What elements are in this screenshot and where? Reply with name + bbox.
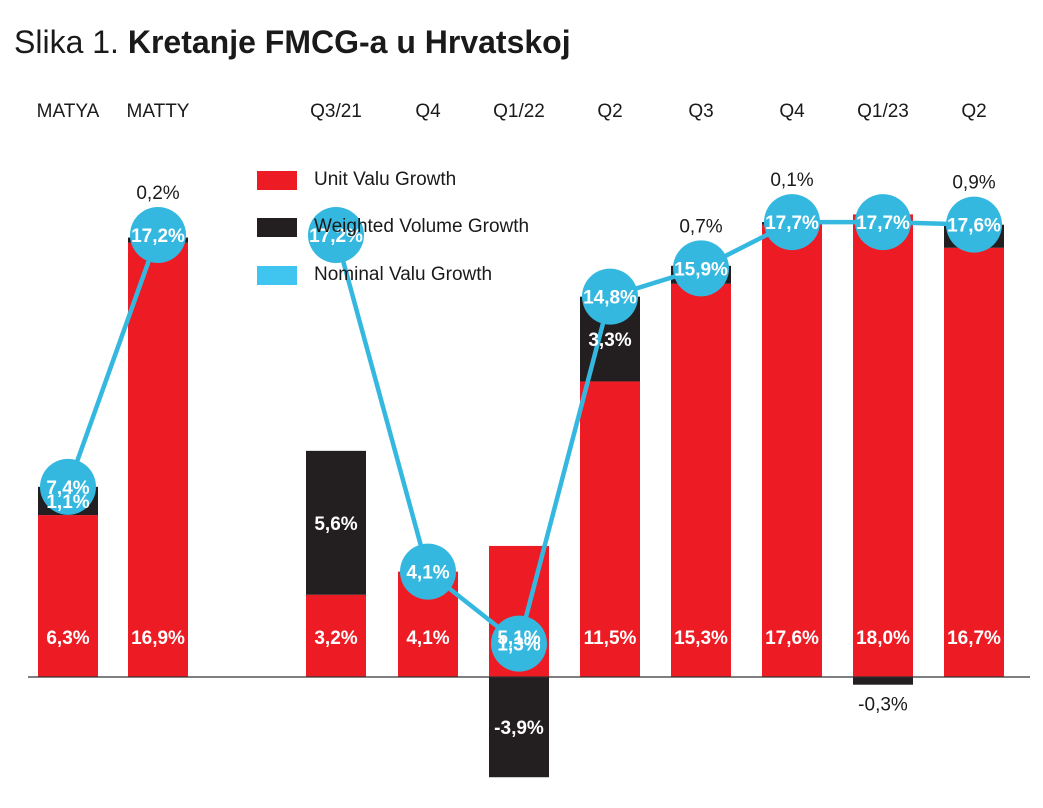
weighted-volume-data-label: 3,3% [588, 330, 631, 351]
unit-value-data-label: 11,5% [584, 628, 637, 649]
nominal-marker [946, 196, 1002, 253]
bar-unit-value [944, 247, 1004, 677]
x-tick-label: Q2 [961, 101, 986, 122]
nominal-marker [764, 194, 820, 251]
nominal-marker [491, 615, 547, 672]
unit-value-data-label: 15,3% [674, 628, 728, 649]
nominal-data-label: 17,2% [309, 226, 363, 247]
nominal-data-label: 15,9% [674, 259, 728, 280]
bar-unit-value [671, 283, 731, 677]
nominal-data-label: 17,2% [131, 226, 185, 247]
x-tick-label: Q1/22 [493, 101, 545, 122]
bar-weighted-volume [489, 677, 549, 778]
legend-swatch-nominal [257, 265, 297, 285]
unit-value-data-label: 16,7% [947, 628, 1001, 649]
nominal-marker [582, 268, 638, 325]
x-tick-label: Q4 [779, 101, 805, 122]
nominal-marker [400, 543, 456, 600]
nominal-data-label: 14,8% [583, 288, 637, 309]
weighted-volume-data-label: 0,1% [770, 170, 813, 191]
legend-swatch-unit-value [257, 170, 297, 190]
weighted-volume-data-label: 5,6% [314, 514, 357, 535]
title-prefix: Slika 1. [14, 24, 119, 60]
legend-label-unit-value: Unit Valu Growth [314, 169, 457, 190]
bar-unit-value [580, 381, 640, 677]
legend-item-nominal: Nominal Valu Growth [257, 264, 492, 286]
bars-layer [38, 214, 1004, 778]
nominal-marker [40, 458, 96, 515]
unit-value-data-label: 18,0% [856, 628, 910, 649]
unit-value-data-label: 3,2% [314, 628, 357, 649]
x-tick-label: MATYA [37, 101, 100, 122]
nominal-marker [130, 206, 186, 263]
nominal-growth-line [65, 234, 161, 488]
chart-title: Slika 1. Kretanje FMCG-a u Hrvatskoj [14, 22, 571, 62]
legend-label-nominal: Nominal Valu Growth [314, 264, 493, 285]
x-tick-label: Q1/23 [857, 101, 909, 122]
weighted-volume-data-label: 1,1% [46, 492, 89, 513]
title-main: Kretanje FMCG-a u Hrvatskoj [127, 24, 571, 60]
bar-unit-value [128, 242, 188, 678]
unit-value-data-label: 4,1% [406, 628, 449, 649]
nominal-data-label: 17,7% [765, 213, 819, 234]
x-tick-label: Q3 [688, 101, 713, 122]
weighted-volume-data-label: 0,7% [679, 216, 722, 237]
nominal-data-label: 1,3% [497, 635, 540, 656]
weighted-volume-data-label: -0,3% [858, 695, 908, 716]
unit-value-data-label: 5,1% [497, 628, 540, 649]
weighted-volume-data-label: -3,9% [494, 718, 544, 739]
nominal-data-label: 17,7% [856, 213, 910, 234]
nominal-data-label: 4,1% [406, 563, 449, 584]
labels-layer: MATYA MATTY Q3/21 Q4 Q1/22 Q2 Q3 Q4 Q1/23 Q27,4%1… [37, 101, 1001, 739]
nominal-marker [308, 206, 364, 263]
weighted-volume-data-label: 0,2% [136, 183, 179, 204]
x-tick-label: Q2 [597, 101, 622, 122]
nominal-marker-layer [40, 194, 1002, 672]
x-tick-label: MATTY [127, 101, 190, 122]
nominal-marker [855, 194, 911, 251]
legend-swatch-weighted-volume [257, 217, 297, 237]
bar-weighted-volume [853, 677, 913, 685]
weighted-volume-data-label: 0,9% [952, 173, 995, 194]
bar-unit-value [38, 515, 98, 677]
bar-weighted-volume [306, 450, 366, 595]
nominal-marker [673, 240, 729, 297]
x-tick-label: Q3/21 [310, 101, 362, 122]
bar-unit-value [762, 224, 822, 677]
bar-unit-value [853, 214, 913, 677]
legend-item-weighted-volume: Weighted Volume Growth [257, 216, 529, 238]
nominal-data-label: 17,6% [947, 216, 1001, 237]
legend-item-unit-value: Unit Valu Growth [257, 169, 456, 191]
legend-label-weighted-volume: Weighted Volume Growth [314, 216, 530, 237]
bar-unit-value [306, 594, 366, 677]
unit-value-data-label: 6,3% [46, 628, 89, 649]
unit-value-data-label: 16,9% [131, 628, 185, 649]
x-tick-label: Q4 [415, 101, 441, 122]
unit-value-data-label: 17,6% [765, 628, 819, 649]
nominal-data-label: 7,4% [46, 478, 89, 499]
